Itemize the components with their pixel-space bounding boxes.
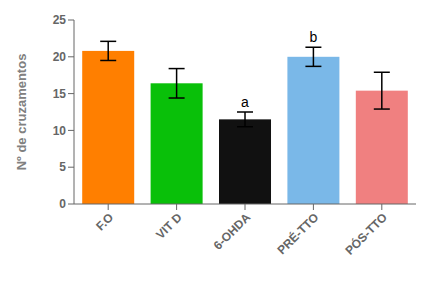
svg-text:a: a (241, 94, 249, 110)
svg-text:Nº de cruzamentos: Nº de cruzamentos (14, 54, 29, 171)
svg-text:5: 5 (59, 160, 66, 174)
svg-text:25: 25 (53, 13, 67, 27)
svg-text:6-OHDA: 6-OHDA (211, 210, 254, 253)
svg-text:VIT D: VIT D (153, 210, 185, 242)
svg-text:0: 0 (59, 197, 66, 211)
svg-text:F.O: F.O (93, 210, 116, 233)
svg-text:b: b (310, 29, 318, 45)
svg-text:20: 20 (53, 50, 67, 64)
svg-text:15: 15 (53, 87, 67, 101)
svg-text:PRÉ-TTO: PRÉ-TTO (274, 210, 322, 258)
svg-text:PÓS-TTO: PÓS-TTO (342, 210, 390, 258)
svg-text:10: 10 (53, 124, 67, 138)
